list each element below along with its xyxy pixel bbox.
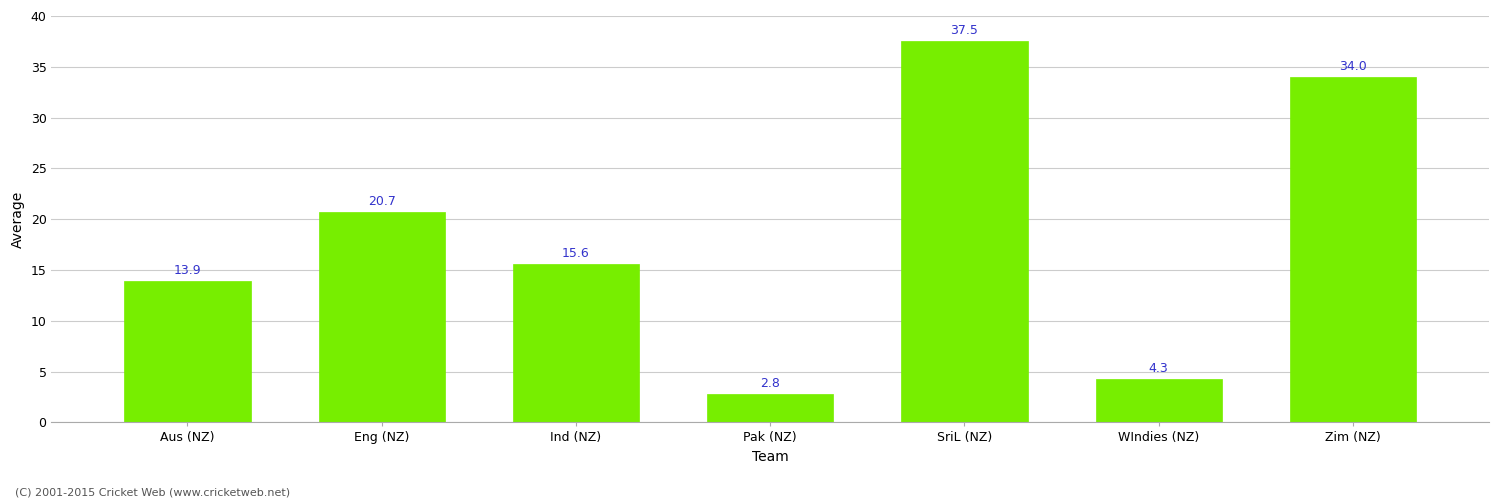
Bar [513,264,639,422]
Text: 2.8: 2.8 [760,377,780,390]
Y-axis label: Average: Average [10,190,26,248]
Bar [1095,378,1222,422]
Text: 37.5: 37.5 [951,24,978,38]
Bar [902,42,1028,422]
X-axis label: Team: Team [752,450,789,464]
Text: 4.3: 4.3 [1149,362,1168,374]
Text: 13.9: 13.9 [174,264,201,277]
Text: 20.7: 20.7 [368,195,396,208]
Text: (C) 2001-2015 Cricket Web (www.cricketweb.net): (C) 2001-2015 Cricket Web (www.cricketwe… [15,488,290,498]
Bar [124,281,250,422]
Text: 15.6: 15.6 [562,247,590,260]
Bar [318,212,446,422]
Text: 34.0: 34.0 [1340,60,1366,73]
Bar [706,394,834,422]
Bar [1290,77,1416,422]
